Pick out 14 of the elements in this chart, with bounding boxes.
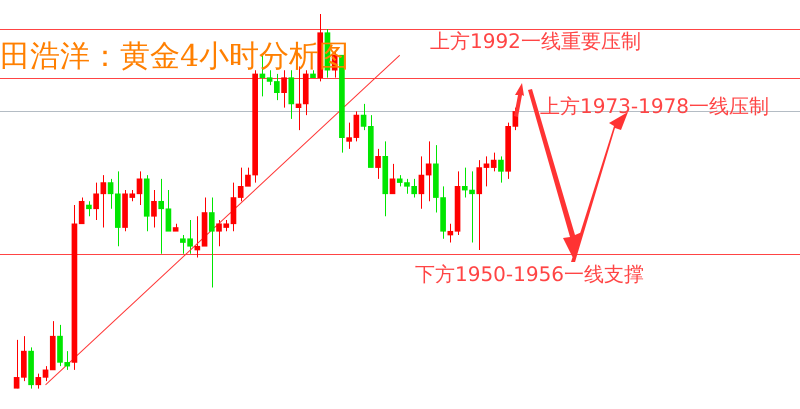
candlestick — [281, 70, 287, 108]
candlestick — [86, 200, 92, 217]
candlestick — [180, 234, 186, 254]
candlestick — [498, 156, 504, 184]
candlestick — [426, 140, 432, 202]
candlestick — [418, 156, 424, 210]
ref-line-label: 上方1992一线重要压制 — [430, 29, 641, 54]
candlestick — [151, 190, 157, 228]
candlestick — [390, 163, 396, 194]
candlestick — [375, 148, 381, 180]
candlestick — [208, 197, 215, 288]
ref-line-label: 下方1950-1956一线支撑 — [415, 262, 644, 286]
ref-line-label: 上方1973-1978一线压制 — [540, 94, 770, 118]
candlestick — [187, 220, 193, 254]
